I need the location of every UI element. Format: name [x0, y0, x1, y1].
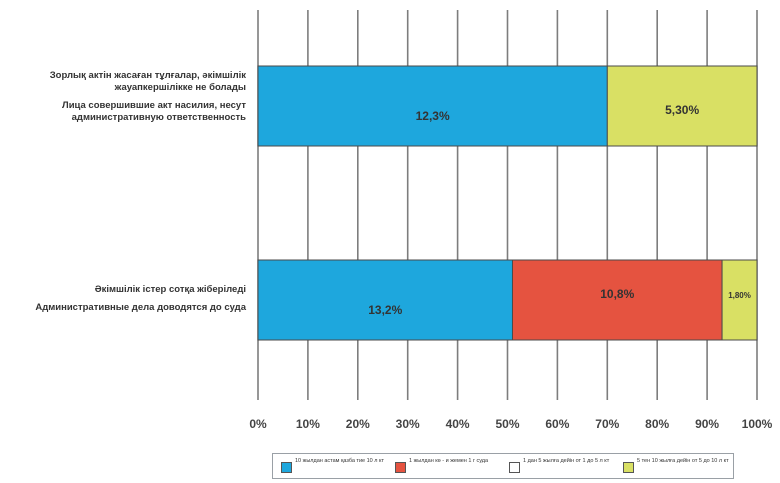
category-label-0-kz: Зорлық актін жасаған тұлғалар, әкімшілік… [49, 70, 246, 93]
tick-label-8: 80% [645, 417, 669, 431]
x-axis-ticks: 0% 10% 20% 30% 40% 50% 60% 70% 80% 90% 100% [249, 417, 772, 431]
tick-label-1: 10% [296, 417, 320, 431]
legend-swatch-0 [281, 462, 292, 473]
category-label-0: Зорлық актін жасаған тұлғалар, әкімшілік… [2, 70, 246, 130]
tick-label-5: 50% [495, 417, 519, 431]
bar-1-series-3 [721, 259, 758, 341]
category-label-1-kz: Әкімшілік істер сотқа жіберіледі [94, 284, 246, 295]
legend-swatch-1 [395, 462, 406, 473]
legend-label-0: 10 жылдан астам қазба тие 10 л кт [295, 458, 384, 464]
tick-label-0: 0% [249, 417, 267, 431]
legend-label-3: 5 тен 10 жылға дейін от 5 до 10 л кт [637, 458, 729, 464]
category-label-1: Әкімшілік істер сотқа жіберіледі Админис… [2, 284, 246, 320]
bar-0-series-0 [257, 65, 608, 147]
legend: 10 жылдан астам қазба тие 10 л кт 1 жылд… [272, 453, 734, 479]
bar-1-series-0 [257, 259, 513, 341]
data-label-0-0: 12,3% [416, 109, 450, 123]
data-label-1-0: 13,2% [368, 303, 402, 317]
tick-label-4: 40% [446, 417, 470, 431]
legend-label-2: 1 дан 5 жылға дейін от 1 до 5 л кт [523, 458, 610, 464]
legend-item-0: 10 жылдан астам қазба тие 10 л кт [281, 457, 396, 477]
data-label-1-1: 10,8% [600, 287, 634, 301]
tick-label-6: 60% [545, 417, 569, 431]
legend-label-1: 1 жылдан кө - и жемен 1 г суда [409, 458, 489, 464]
tick-label-9: 90% [695, 417, 719, 431]
data-label-1-3: 1,80% [728, 291, 751, 300]
legend-item-2: 1 дан 5 жылға дейін от 1 до 5 л кт [509, 457, 624, 477]
bar-0-series-3 [606, 65, 758, 147]
tick-label-10: 100% [742, 417, 773, 431]
bar-1-series-1 [511, 259, 723, 341]
category-label-0-ru: Лица совершившие акт насилия, несут адми… [62, 99, 246, 123]
legend-swatch-2 [509, 462, 520, 473]
tick-label-3: 30% [396, 417, 420, 431]
legend-item-1: 1 жылдан кө - и жемен 1 г суда [395, 457, 510, 477]
data-label-0-3: 5,30% [665, 103, 699, 117]
category-label-1-ru: Административные дела доводятся до суда [35, 301, 246, 313]
legend-swatch-3 [623, 462, 634, 473]
tick-label-7: 70% [595, 417, 619, 431]
legend-item-3: 5 тен 10 жылға дейін от 5 до 10 л кт [623, 457, 738, 477]
bars: 12,3% 5,30% 13,2% 10,8% 1,80% [257, 65, 758, 341]
tick-label-2: 20% [346, 417, 370, 431]
